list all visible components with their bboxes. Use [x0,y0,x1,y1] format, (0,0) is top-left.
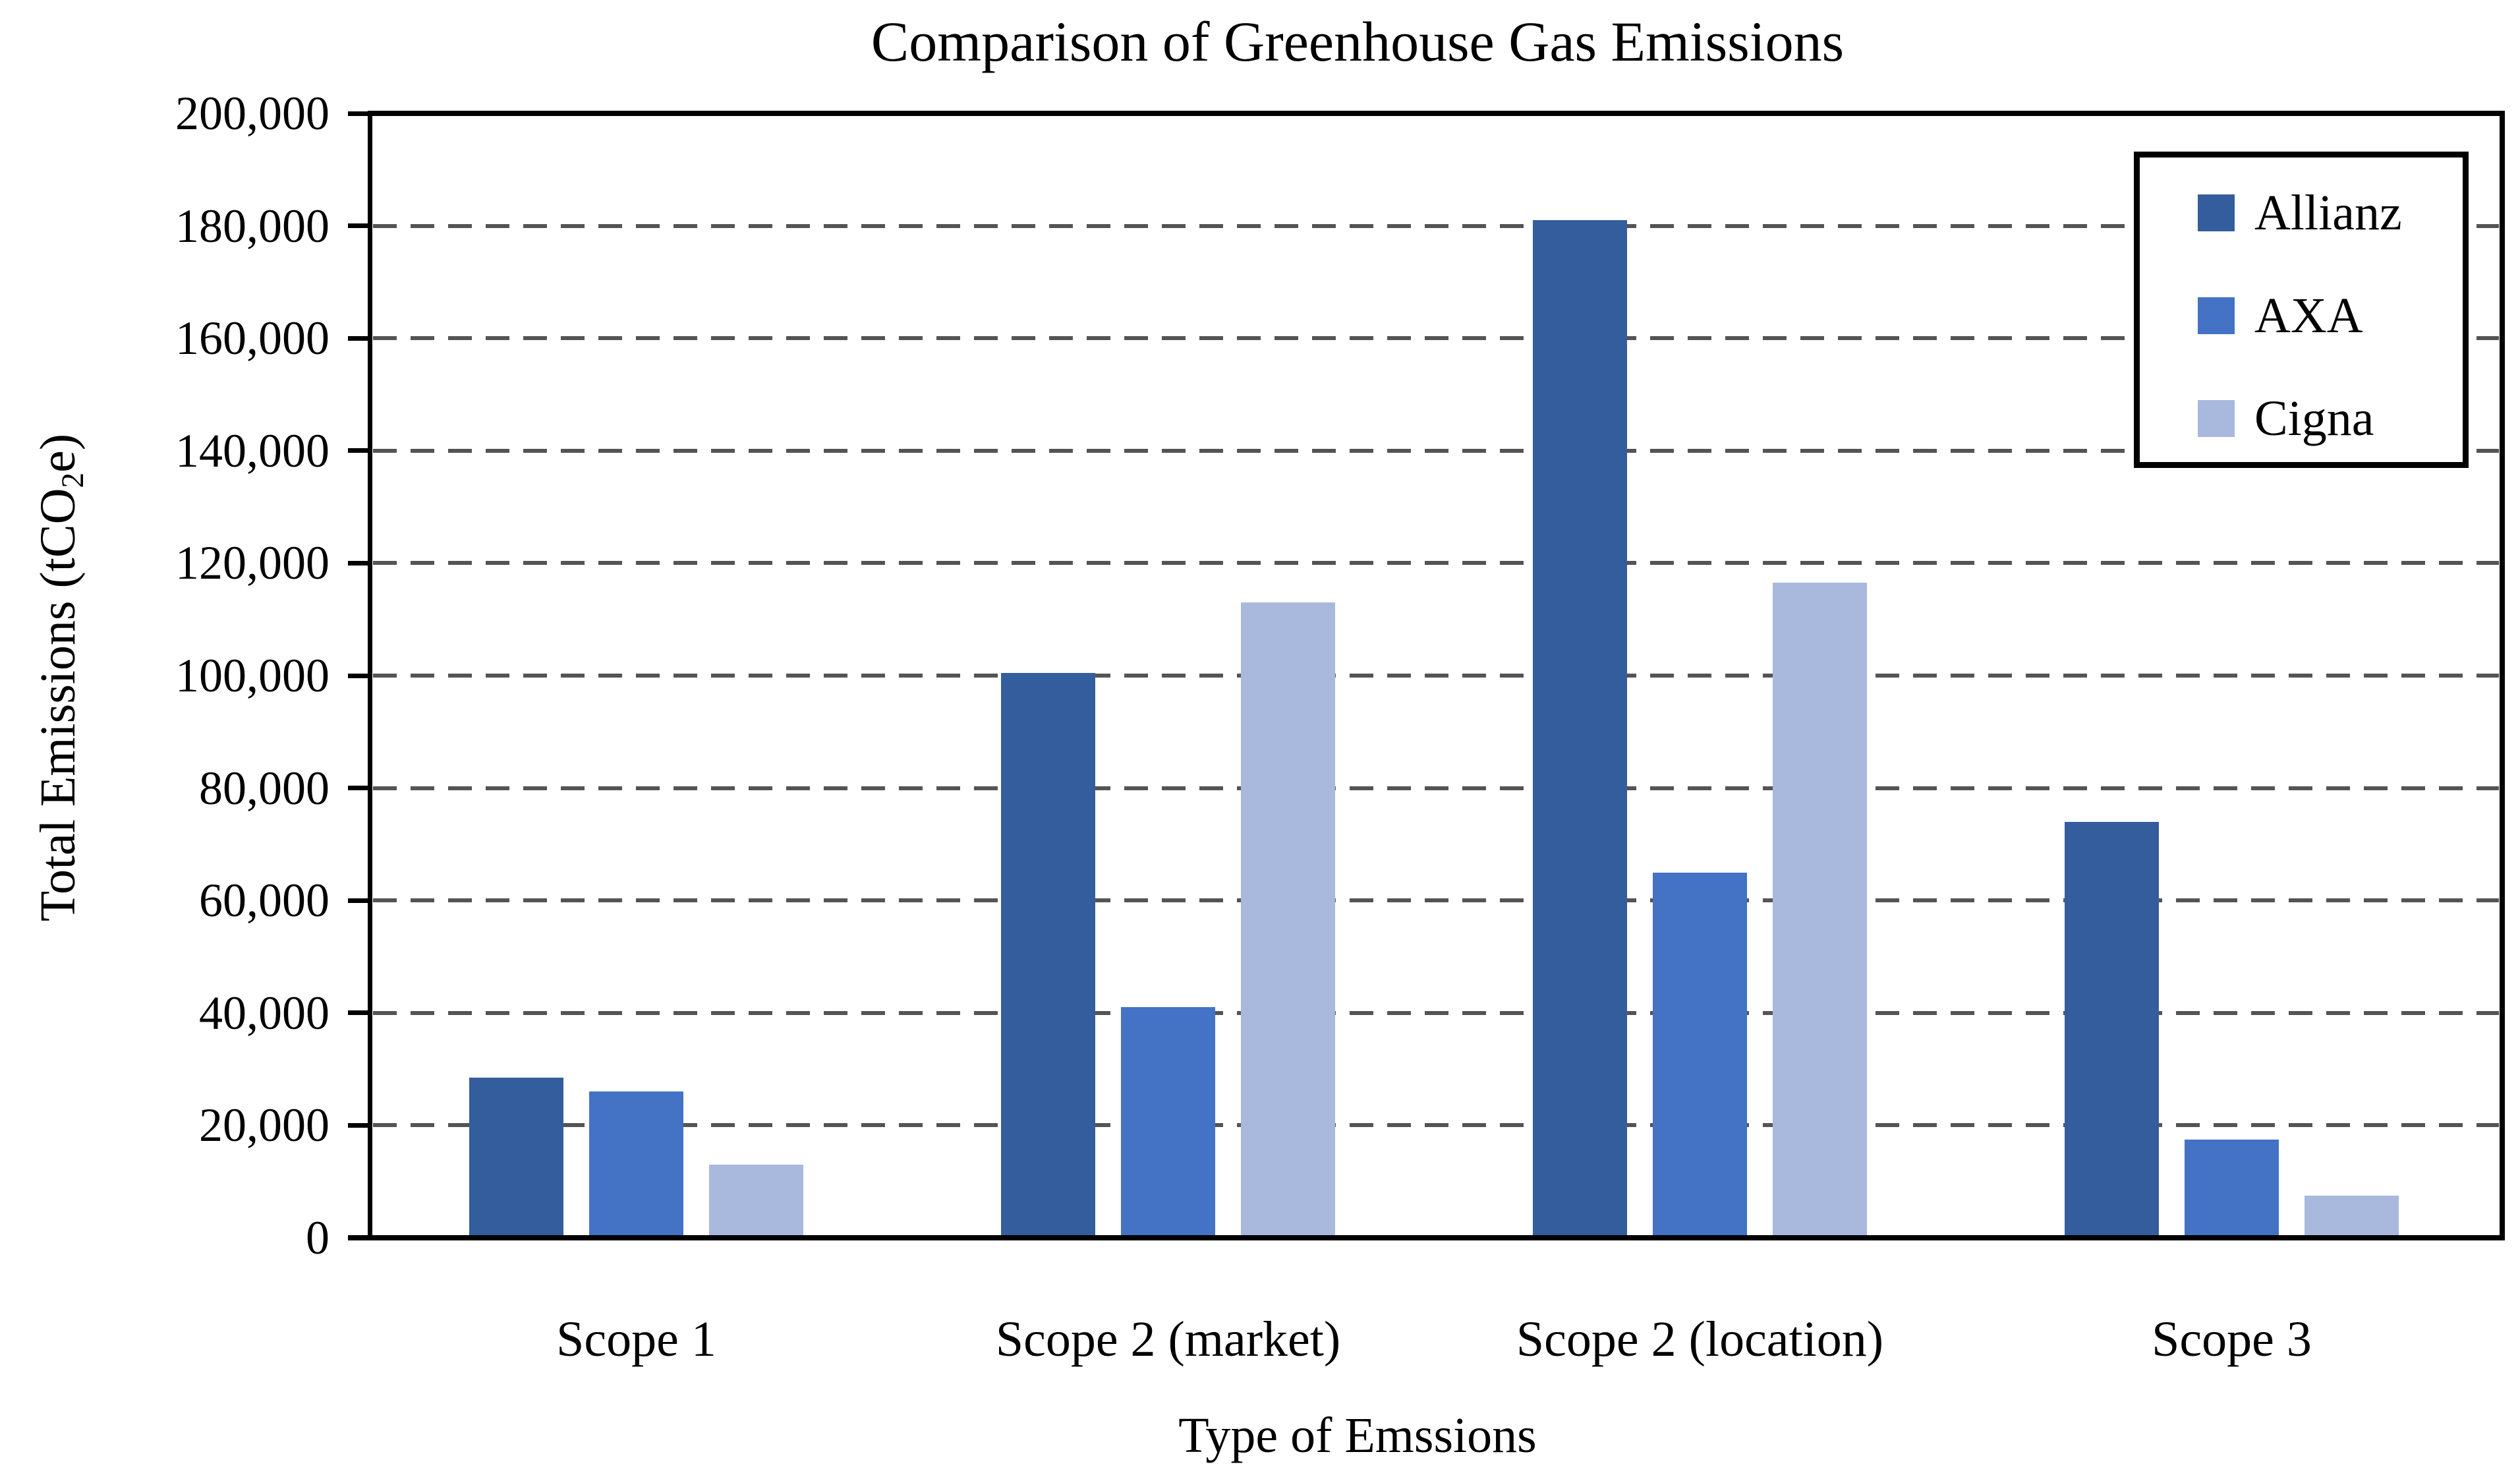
bar-allianz-scope-2-location- [1533,220,1627,1238]
y-tick-label: 180,000 [175,199,329,252]
plot-border-top [368,111,2504,116]
legend-item-axa: AXA [2140,279,2463,353]
y-axis-tick [348,1010,370,1016]
plot-border-right [2500,111,2505,1240]
y-axis-tick [348,223,370,229]
legend-item-cigna: Cigna [2140,382,2463,455]
legend-swatch-allianz [2198,194,2235,231]
y-tick-label: 0 [306,1211,329,1264]
gridline [373,336,2499,341]
bar-cigna-scope-2-location- [1773,583,1867,1238]
gridline [373,223,2499,228]
bar-cigna-scope-3 [2305,1196,2399,1238]
y-axis-tick [348,448,370,453]
y-axis-tick [348,786,370,791]
legend-item-allianz: Allianz [2140,176,2463,250]
y-tick-label: 200,000 [175,87,329,140]
category-label-scope-2-location: Scope 2 (location) [1516,1312,1884,1367]
gridline [373,561,2499,566]
gridline [373,898,2499,903]
legend-label-axa: AXA [2254,288,2363,343]
gridline [373,674,2499,678]
y-axis-tick [348,111,370,116]
gridline [373,1010,2499,1015]
gridline [373,786,2499,790]
x-axis-line [348,1235,2505,1240]
y-tick-label: 60,000 [199,874,329,927]
bar-cigna-scope-2-market- [1241,602,1335,1238]
y-tick-label: 100,000 [175,649,329,702]
bar-allianz-scope-3 [2065,822,2159,1238]
y-axis-tick [348,1235,370,1240]
y-axis-tick [348,335,370,341]
legend-swatch-cigna [2198,400,2235,437]
y-axis-tick [348,560,370,566]
category-label-scope-1: Scope 1 [556,1312,716,1367]
bar-allianz-scope-1 [469,1078,563,1238]
legend-label-cigna: Cigna [2254,391,2374,446]
gridline [373,1123,2499,1128]
y-axis-tick [348,898,370,903]
legend: Allianz AXA Cigna [2134,152,2469,468]
category-label-scope-2-market: Scope 2 (market) [995,1312,1341,1367]
bar-cigna-scope-1 [709,1165,803,1238]
legend-swatch-axa [2198,297,2235,334]
gridline [373,448,2499,453]
y-axis-tick [348,1122,370,1128]
y-tick-label: 160,000 [175,312,329,365]
y-tick-label: 140,000 [175,424,329,477]
bar-axa-scope-2-market- [1121,1007,1215,1238]
legend-label-allianz: Allianz [2254,185,2402,241]
y-tick-label: 40,000 [199,986,329,1039]
x-axis-title: Type of Emssions [1178,1408,1537,1463]
y-tick-label: 20,000 [199,1099,329,1152]
bar-axa-scope-3 [2185,1140,2279,1238]
y-tick-label: 80,000 [199,761,329,815]
y-tick-label: 120,000 [175,537,329,590]
y-axis-tick [348,673,370,678]
category-label-scope-3: Scope 3 [2152,1312,2312,1367]
bar-allianz-scope-2-market- [1001,673,1095,1238]
chart-title: Comparison of Greenhouse Gas Emissions [871,10,1845,73]
bar-axa-scope-2-location- [1653,873,1747,1238]
bar-axa-scope-1 [589,1091,683,1238]
